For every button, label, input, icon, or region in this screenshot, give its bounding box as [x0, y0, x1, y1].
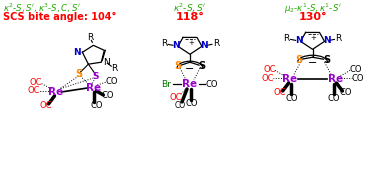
- Text: N: N: [200, 41, 208, 50]
- Text: N: N: [74, 48, 81, 57]
- Text: CO: CO: [105, 76, 118, 86]
- Text: +: +: [311, 35, 316, 41]
- Text: Re: Re: [48, 87, 63, 97]
- Text: OC: OC: [170, 93, 182, 102]
- Text: CO: CO: [351, 74, 364, 83]
- Text: 118°: 118°: [175, 12, 204, 22]
- Text: OC: OC: [39, 101, 52, 110]
- Text: OC: OC: [263, 65, 276, 74]
- Text: CO: CO: [90, 101, 102, 110]
- Text: N: N: [295, 36, 302, 45]
- Text: OC: OC: [273, 88, 286, 97]
- Text: R: R: [335, 34, 342, 43]
- Text: R: R: [284, 34, 290, 43]
- Text: CO: CO: [327, 94, 340, 103]
- Text: Re: Re: [183, 79, 198, 89]
- Text: R: R: [111, 64, 118, 73]
- Text: S: S: [175, 61, 181, 71]
- Text: N: N: [103, 58, 110, 67]
- Text: −: −: [308, 58, 317, 68]
- Text: OC: OC: [27, 86, 40, 96]
- Text: 130°: 130°: [298, 12, 327, 22]
- Text: R: R: [213, 39, 219, 48]
- Text: N: N: [172, 41, 180, 50]
- Text: N: N: [323, 36, 330, 45]
- Text: CO: CO: [349, 65, 362, 74]
- Text: CO: CO: [175, 101, 186, 110]
- Text: R: R: [161, 39, 167, 48]
- Text: CO: CO: [285, 94, 298, 103]
- Text: $\kappa^2$-$S,S^\prime$: $\kappa^2$-$S,S^\prime$: [173, 2, 207, 15]
- Text: CO: CO: [339, 88, 352, 97]
- Text: −: −: [185, 64, 195, 74]
- Text: S: S: [198, 61, 206, 71]
- Text: SCS bite angle: 104°: SCS bite angle: 104°: [3, 12, 116, 22]
- Text: CO: CO: [206, 79, 218, 89]
- Text: $\kappa^2$-$S,S^\prime,\kappa^3$-$S,C,S^\prime$: $\kappa^2$-$S,S^\prime,\kappa^3$-$S,C,S^…: [3, 2, 81, 15]
- Text: S: S: [92, 72, 99, 81]
- Text: OC: OC: [29, 78, 42, 87]
- Text: Re: Re: [328, 74, 343, 84]
- Text: CO: CO: [186, 99, 198, 108]
- Text: +: +: [188, 40, 194, 46]
- Text: Re: Re: [282, 74, 297, 84]
- Text: OC: OC: [262, 74, 274, 83]
- Text: S: S: [75, 69, 82, 79]
- Text: CO: CO: [101, 91, 113, 100]
- Text: S: S: [295, 55, 302, 65]
- Text: R: R: [87, 33, 93, 42]
- Text: Br: Br: [161, 79, 171, 89]
- Text: S: S: [323, 55, 330, 65]
- Text: Re: Re: [86, 83, 101, 93]
- Text: $\mu_2$-$\kappa^1$-$S,\kappa^1$-$S^\prime$: $\mu_2$-$\kappa^1$-$S,\kappa^1$-$S^\prim…: [284, 2, 341, 16]
